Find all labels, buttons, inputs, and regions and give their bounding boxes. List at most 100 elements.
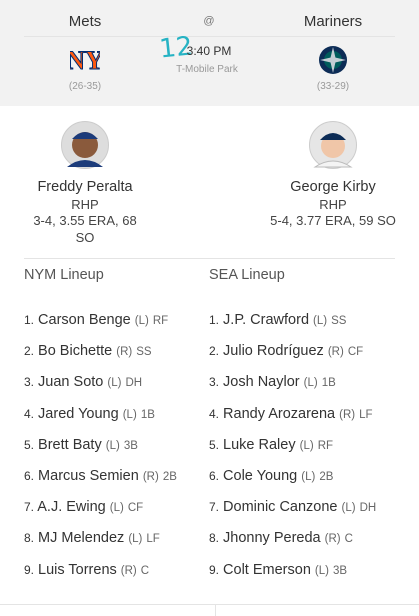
divider: [24, 258, 395, 259]
divider: [0, 604, 419, 605]
player-name[interactable]: Jhonny Pereda: [223, 530, 321, 547]
player-name[interactable]: Juan Soto: [38, 374, 104, 391]
pitcher-name[interactable]: George Kirby: [290, 179, 376, 195]
lineup-row: 6. Cole Young (L) 2B: [209, 468, 333, 484]
player-name[interactable]: Jared Young: [38, 405, 119, 422]
lineup-row: 7. A.J. Ewing (L) CF: [24, 499, 143, 515]
position: 1B: [321, 377, 336, 390]
position: LF: [146, 533, 160, 546]
lineup-row: 3. Josh Naylor (L) 1B: [209, 374, 336, 390]
bats-hand: (R): [327, 346, 344, 359]
lineup-row: 2. Julio Rodríguez (R) CF: [209, 343, 363, 359]
lineup-row: 3. Juan Soto (L) DH: [24, 374, 142, 390]
order-number: 5.: [24, 437, 35, 452]
pitcher-photo: [61, 121, 109, 169]
player-name[interactable]: Cole Young: [223, 468, 298, 484]
bats-hand: (L): [303, 377, 318, 390]
order-number: 6.: [24, 469, 35, 483]
bats-hand: (R): [116, 346, 133, 359]
lineup-row: 2. Bo Bichette (R) SS: [24, 343, 152, 359]
position: C: [140, 564, 150, 577]
player-name[interactable]: Luis Torrens: [38, 561, 117, 578]
player-name[interactable]: Bo Bichette: [38, 343, 113, 360]
bats-hand: (L): [313, 315, 328, 327]
pitcher-hand: RHP: [71, 197, 99, 212]
position: 2B: [162, 471, 177, 483]
player-name[interactable]: Luke Raley: [223, 436, 296, 453]
order-number: 1.: [24, 313, 35, 327]
player-name[interactable]: A.J. Ewing: [37, 499, 106, 516]
home-record: (33-29): [316, 81, 350, 92]
lineup-row: 1. J.P. Crawford (L) SS: [209, 312, 346, 328]
bats-hand: (R): [142, 471, 159, 483]
divider: [215, 604, 216, 616]
lineup-row: 4. Randy Arozarena (R) LF: [209, 406, 373, 422]
order-number: 2.: [209, 344, 220, 359]
player-name[interactable]: Colt Emerson: [223, 561, 311, 578]
position: LF: [359, 408, 373, 421]
position: RF: [317, 439, 334, 452]
player-name[interactable]: Julio Rodríguez: [223, 343, 324, 360]
order-number: 2.: [24, 344, 35, 359]
pitcher-hand: RHP: [319, 197, 347, 212]
player-name[interactable]: Brett Baty: [38, 436, 102, 453]
bats-hand: (R): [339, 408, 356, 421]
position: DH: [359, 502, 377, 515]
mets-logo: NY: [70, 46, 100, 76]
player-name[interactable]: Dominic Canzone: [223, 499, 338, 516]
position: 3B: [333, 564, 348, 577]
position: 3B: [123, 439, 138, 452]
order-number: 9.: [24, 562, 35, 577]
player-name[interactable]: Randy Arozarena: [223, 405, 336, 422]
away-team[interactable]: Mets: [68, 13, 102, 30]
bats-hand: (R): [120, 564, 137, 577]
game-time: 3:40 PM: [186, 44, 232, 58]
bats-hand: (L): [107, 377, 122, 390]
at-sign: @: [203, 15, 215, 27]
player-name[interactable]: MJ Melendez: [38, 530, 125, 547]
bats-hand: (L): [109, 502, 124, 515]
lineup-row: 1. Carson Benge (L) RF: [24, 312, 168, 328]
svg-text:NY: NY: [70, 46, 100, 75]
lineup-title: SEA Lineup: [209, 267, 285, 283]
pitcher-stats: 5-4, 3.77 ERA, 59 SO: [270, 213, 396, 228]
order-number: 1.: [209, 313, 220, 327]
bats-hand: (L): [122, 408, 137, 421]
bats-hand: (L): [128, 533, 143, 546]
bats-hand: (L): [314, 564, 329, 577]
bats-hand: (L): [299, 439, 314, 452]
position: C: [344, 533, 353, 546]
position: CF: [127, 502, 144, 515]
position: SS: [331, 315, 347, 327]
position: 1B: [140, 408, 155, 421]
lineup-row: 4. Jared Young (L) 1B: [24, 406, 155, 422]
lineup-row: 9. Luis Torrens (R) C: [24, 562, 149, 578]
order-number: 8.: [24, 531, 35, 546]
order-number: 9.: [209, 562, 220, 577]
bats-hand: (L): [341, 502, 356, 515]
pitcher-name[interactable]: Freddy Peralta: [37, 179, 133, 195]
order-number: 3.: [209, 375, 220, 390]
mariners-logo: [319, 46, 347, 74]
order-number: 3.: [24, 375, 35, 390]
header-band: [0, 0, 419, 106]
position: CF: [347, 346, 364, 359]
player-name[interactable]: Marcus Semien: [38, 468, 139, 484]
bats-hand: (L): [134, 315, 149, 327]
home-team[interactable]: Mariners: [303, 13, 363, 30]
lineup-row: 5. Brett Baty (L) 3B: [24, 437, 138, 453]
lineup-row: 8. Jhonny Pereda (R) C: [209, 530, 353, 546]
order-number: 4.: [209, 406, 220, 421]
lineup-row: 6. Marcus Semien (R) 2B: [24, 468, 177, 484]
lineup-row: 9. Colt Emerson (L) 3B: [209, 562, 347, 578]
order-number: 7.: [24, 500, 35, 515]
divider: [24, 36, 395, 37]
player-name[interactable]: Josh Naylor: [223, 374, 300, 391]
player-name[interactable]: Carson Benge: [38, 312, 131, 328]
lineup-row: 7. Dominic Canzone (L) DH: [209, 499, 376, 515]
player-name[interactable]: J.P. Crawford: [223, 312, 310, 328]
position: RF: [152, 315, 169, 327]
position: SS: [136, 346, 152, 359]
pitcher-stats: 3-4, 3.55 ERA, 68 SO: [33, 213, 137, 245]
